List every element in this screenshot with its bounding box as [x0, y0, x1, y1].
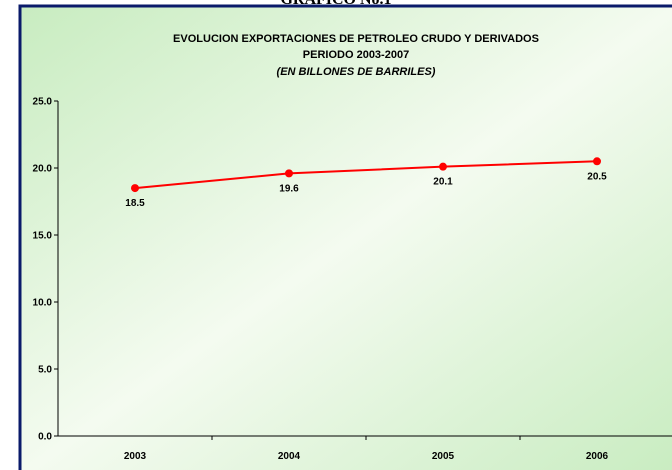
y-tick-label: 20.0: [33, 164, 53, 175]
line: [134, 160, 598, 190]
y-tick-label: 15.0: [33, 231, 53, 242]
chart-area: [18, 4, 672, 470]
chart-note: (EN BILLONES DE BARRILES): [277, 66, 436, 78]
y-tick-label: 0.0: [38, 432, 52, 443]
y-tick-label: 10.0: [33, 298, 53, 309]
y-tick-label: 25.0: [33, 97, 53, 108]
y-tick-label: 5.0: [38, 365, 52, 376]
x-tick-label: 2005: [432, 451, 455, 462]
page-title: GRAFICO No.1: [280, 0, 391, 8]
chart-title: EVOLUCION EXPORTACIONES DE PETROLEO CRUD…: [173, 33, 539, 45]
x-tick-label: 2004: [278, 451, 301, 462]
point: [131, 184, 139, 193]
x-tick-label: 2006: [586, 451, 609, 462]
x-tick-label: 2003: [124, 451, 147, 462]
point: [439, 162, 447, 171]
data-label: 19.6: [279, 183, 299, 194]
point: [593, 157, 601, 166]
chart-subtitle: PERIODO 2003-2007: [303, 49, 409, 61]
point: [285, 169, 293, 178]
data-label: 18.5: [125, 198, 145, 209]
data-label: 20.1: [433, 177, 453, 188]
data-label: 20.5: [587, 171, 607, 182]
